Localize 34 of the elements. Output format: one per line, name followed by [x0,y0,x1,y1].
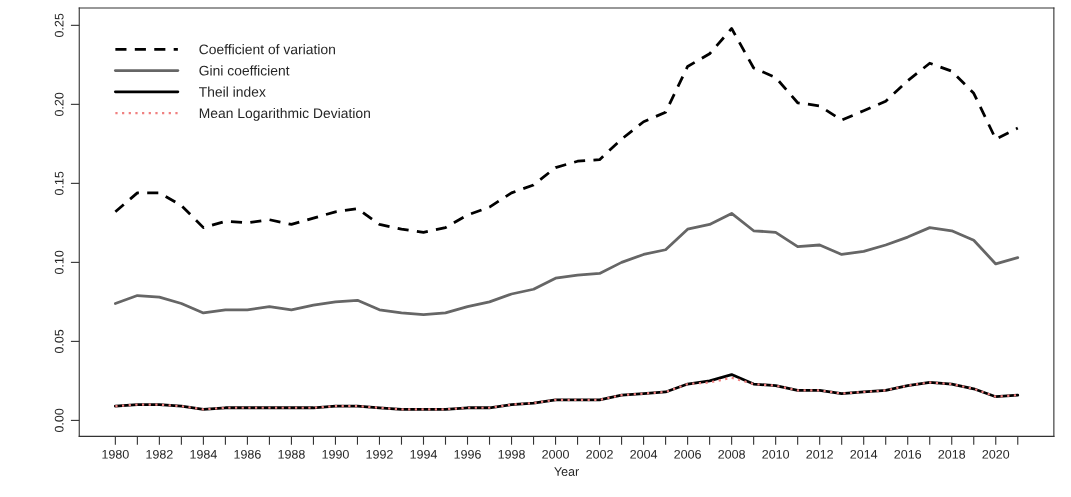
legend-label: Gini coefficient [199,65,290,76]
y-tick-label: 0.05 [54,329,64,354]
x-tick-label: 2004 [630,449,658,459]
x-tick-label: 2010 [762,449,790,459]
x-tick-label: 1984 [190,449,217,459]
x-tick-label: 1980 [102,449,129,459]
legend-label: Mean Logarithmic Deviation [199,107,370,121]
x-tick-label: 1982 [146,449,173,459]
x-tick-label: 2016 [894,449,922,459]
x-tick-label: 2020 [982,449,1010,459]
x-tick-label: 1998 [498,449,525,459]
line-series [113,212,1020,316]
x-tick-label: 1986 [234,449,261,459]
legend-label: Theil index [199,86,266,97]
x-tick-label: 1994 [410,449,438,459]
x-axis-title: Year [554,467,579,476]
y-tick-label: 0.15 [54,171,64,196]
x-tick-label: 1990 [322,449,349,459]
x-tick-label: 2000 [542,449,569,459]
x-tick-label: 1996 [454,449,481,459]
line-series [113,27,1020,234]
x-tick-label: 1992 [366,449,393,459]
y-tick-label: 0.20 [54,92,64,117]
x-tick-label: 2006 [674,449,701,459]
x-tick-label: 2018 [938,449,966,459]
y-tick-label: 0.00 [54,408,64,433]
x-tick-label: 2014 [850,449,878,459]
y-tick-label: 0.10 [54,250,64,275]
legend-label: Coefficient of variation [199,44,335,55]
x-tick-label: 2008 [718,449,745,459]
x-tick-label: 1988 [278,449,305,459]
x-tick-label: 2002 [586,449,613,459]
x-tick-label: 2012 [806,449,833,459]
y-tick-label: 0.25 [54,13,64,38]
